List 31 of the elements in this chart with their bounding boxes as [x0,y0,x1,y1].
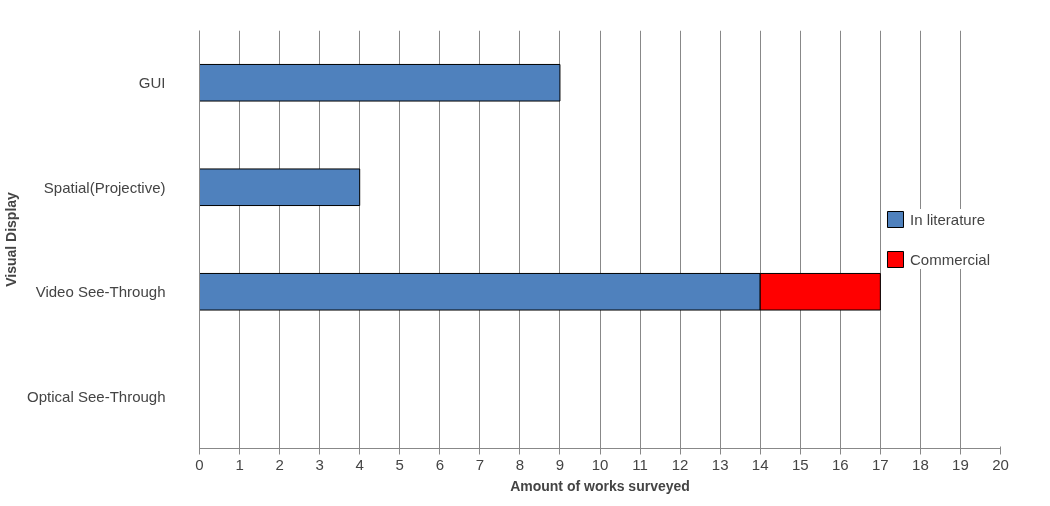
x-tick-label: 1 [235,455,244,473]
x-tick-label: 14 [751,455,769,473]
y-axis-title: Visual Display [3,191,20,287]
x-tick-label: 2 [275,455,284,473]
x-tick-label: 9 [555,455,565,473]
legend-label: Commercial [909,250,990,268]
x-tick-label: 3 [315,455,324,473]
y-tick-label: Optical See-Through [27,387,166,405]
bar [199,168,361,207]
x-tick-label: 13 [711,455,729,473]
x-tick-label: 6 [435,455,444,473]
x-tick-label: 5 [395,455,404,473]
x-tick-label: 7 [475,455,485,473]
x-tick-label: 17 [872,455,889,473]
x-tick-label: 8 [515,455,525,473]
x-tick-label: 4 [355,455,364,473]
x-tick-label: 19 [952,455,969,473]
x-tick-label: 11 [632,455,648,473]
legend-label: In literature [909,210,986,228]
x-tick-label: 0 [195,455,204,473]
bar [199,63,561,102]
x-axis-title: Amount of works surveyed [510,477,690,494]
x-tick-label: 18 [912,455,929,473]
x-tick-label: 15 [791,455,809,473]
x-tick-label: 20 [992,455,1009,473]
y-tick-label: Spatial(Projective) [43,178,166,196]
x-tick-label: 16 [831,455,849,473]
y-tick-label: GUI [138,74,166,92]
y-tick-label: Video See-Through [35,283,166,301]
x-tick-label: 12 [671,455,689,473]
x-tick-label: 10 [591,455,609,473]
